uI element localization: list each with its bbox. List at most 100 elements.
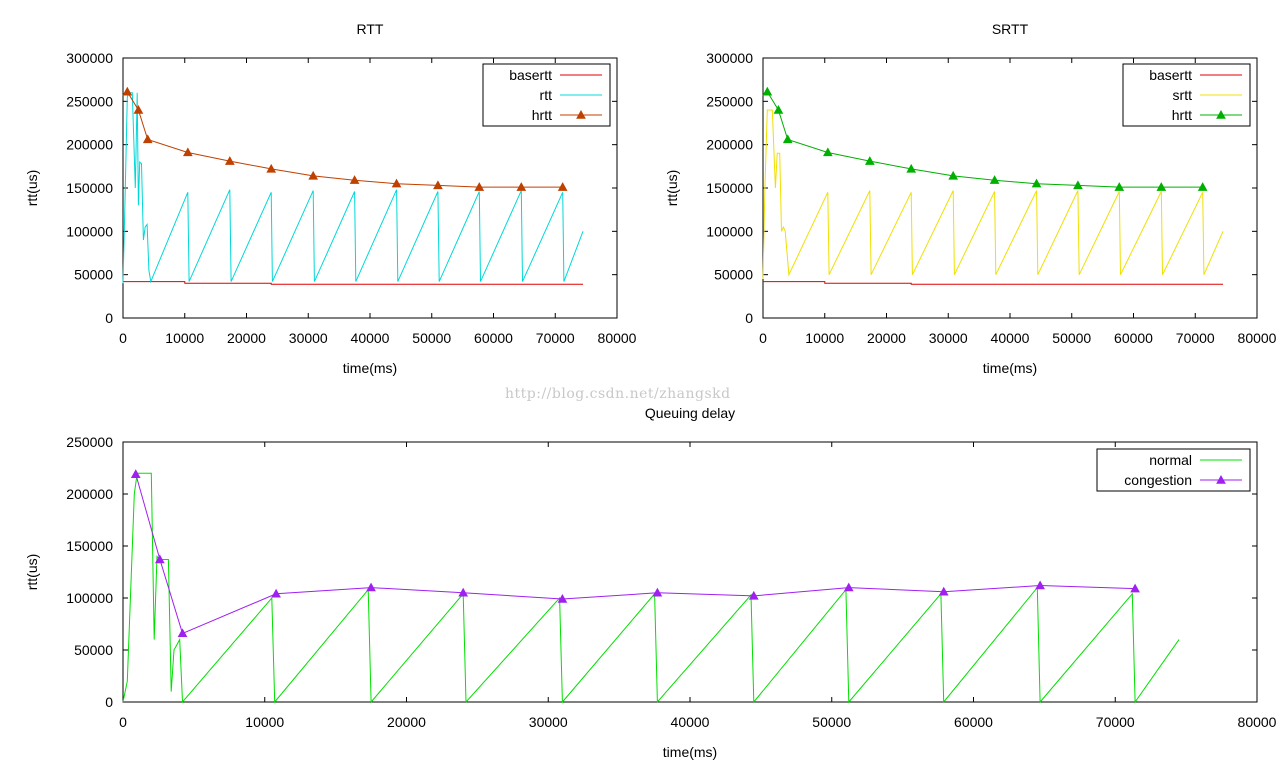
data-point-congestion xyxy=(458,587,469,597)
data-point-hrtt xyxy=(133,104,144,114)
data-point-hrtt xyxy=(122,86,133,96)
x-axis-label: time(ms) xyxy=(343,360,397,376)
x-tick-label: 10000 xyxy=(165,330,204,346)
x-axis-label: time(ms) xyxy=(983,360,1037,376)
data-point-congestion xyxy=(366,582,376,592)
chart-title: Queuing delay xyxy=(645,405,735,421)
data-point-hrtt xyxy=(266,163,277,173)
x-tick-label: 60000 xyxy=(954,714,993,730)
y-tick-label: 0 xyxy=(105,694,113,710)
y-tick-label: 50000 xyxy=(74,642,113,658)
legend-label: basertt xyxy=(1149,67,1192,83)
y-axis-label: rtt(us) xyxy=(24,554,40,591)
x-tick-label: 80000 xyxy=(1238,330,1277,346)
y-tick-label: 200000 xyxy=(706,137,753,153)
data-point-hrtt xyxy=(557,182,568,191)
series-line-srtt xyxy=(762,109,1224,280)
data-point-hrtt xyxy=(1031,178,1042,188)
legend-label: congestion xyxy=(1124,472,1192,488)
data-point-hrtt xyxy=(864,156,875,165)
y-tick-label: 0 xyxy=(105,310,113,326)
legend-marker-hrtt xyxy=(1216,109,1226,119)
x-tick-label: 0 xyxy=(759,330,767,346)
y-tick-label: 200000 xyxy=(66,137,113,153)
y-tick-label: 300000 xyxy=(66,50,113,66)
data-point-hrtt xyxy=(1197,182,1208,191)
x-tick-label: 20000 xyxy=(387,714,426,730)
series-line-normal xyxy=(122,472,1180,704)
x-tick-label: 10000 xyxy=(245,714,284,730)
x-tick-label: 60000 xyxy=(1114,330,1153,346)
data-point-congestion xyxy=(652,587,663,597)
data-point-hrtt xyxy=(308,170,319,180)
chart-title: RTT xyxy=(357,21,384,37)
data-point-congestion xyxy=(843,582,854,592)
x-tick-label: 80000 xyxy=(1238,714,1277,730)
y-tick-label: 200000 xyxy=(66,486,113,502)
x-tick-label: 80000 xyxy=(598,330,637,346)
y-tick-label: 250000 xyxy=(66,93,113,109)
x-tick-label: 0 xyxy=(119,714,127,730)
legend-marker-hrtt xyxy=(576,109,586,119)
data-point-hrtt xyxy=(762,86,773,96)
data-point-hrtt xyxy=(948,170,959,180)
data-point-hrtt xyxy=(773,104,784,114)
y-axis-label: rtt(us) xyxy=(664,170,680,207)
legend-marker-congestion xyxy=(1216,474,1226,484)
data-point-hrtt xyxy=(989,175,1000,184)
legend-label: hrtt xyxy=(1172,107,1192,123)
y-tick-label: 50000 xyxy=(714,267,753,283)
x-tick-label: 20000 xyxy=(227,330,266,346)
y-tick-label: 150000 xyxy=(66,180,113,196)
data-point-congestion xyxy=(557,594,568,603)
y-tick-label: 50000 xyxy=(74,267,113,283)
srtt-chart: SRTT time(ms) rtt(us) 0 10000 20000 30000 40000… xyxy=(664,21,1277,376)
x-tick-label: 50000 xyxy=(812,714,851,730)
data-point-hrtt xyxy=(391,178,402,188)
data-point-hrtt xyxy=(1114,182,1125,191)
legend-label: normal xyxy=(1149,452,1192,468)
x-tick-label: 50000 xyxy=(412,330,451,346)
y-tick-label: 250000 xyxy=(706,93,753,109)
data-point-hrtt xyxy=(782,134,793,144)
y-tick-label: 300000 xyxy=(706,50,753,66)
x-tick-label: 40000 xyxy=(351,330,390,346)
series-line-basertt xyxy=(763,281,1223,285)
x-tick-label: 70000 xyxy=(1176,330,1215,346)
plot-frame xyxy=(122,441,1258,703)
x-tick-label: 40000 xyxy=(991,330,1030,346)
x-tick-label: 30000 xyxy=(529,714,568,730)
watermark-text: http://blog.csdn.net/zhangskd xyxy=(505,386,731,402)
legend-box xyxy=(1096,448,1251,492)
data-point-congestion xyxy=(177,628,188,638)
data-point-congestion xyxy=(271,588,281,598)
y-tick-label: 150000 xyxy=(706,180,753,196)
data-point-hrtt xyxy=(822,147,833,157)
y-tick-label: 100000 xyxy=(66,590,113,606)
data-point-hrtt xyxy=(433,180,443,190)
x-axis-label: time(ms) xyxy=(663,744,717,760)
series-line-congestion xyxy=(135,474,1136,635)
data-point-hrtt xyxy=(142,134,153,144)
x-tick-label: 70000 xyxy=(1096,714,1135,730)
data-point-congestion xyxy=(130,469,141,478)
y-tick-label: 250000 xyxy=(66,434,113,450)
data-point-congestion xyxy=(155,554,165,564)
x-tick-label: 20000 xyxy=(867,330,906,346)
x-tick-label: 30000 xyxy=(929,330,968,346)
data-point-hrtt xyxy=(906,163,917,173)
legend-label: hrtt xyxy=(532,107,552,123)
queuing-delay-chart: Queuing delay time(ms) rtt(us) 0 10000 20000 3… xyxy=(24,405,1277,760)
chart-title: SRTT xyxy=(992,21,1029,37)
data-point-hrtt xyxy=(516,182,527,191)
data-point-congestion xyxy=(1130,583,1140,593)
y-tick-label: 100000 xyxy=(66,223,113,239)
data-point-hrtt xyxy=(182,147,193,157)
x-tick-label: 70000 xyxy=(536,330,575,346)
y-tick-label: 100000 xyxy=(706,223,753,239)
legend-label: rtt xyxy=(540,87,553,103)
x-tick-label: 60000 xyxy=(474,330,513,346)
data-point-hrtt xyxy=(224,156,235,165)
series-line-basertt xyxy=(123,281,583,285)
